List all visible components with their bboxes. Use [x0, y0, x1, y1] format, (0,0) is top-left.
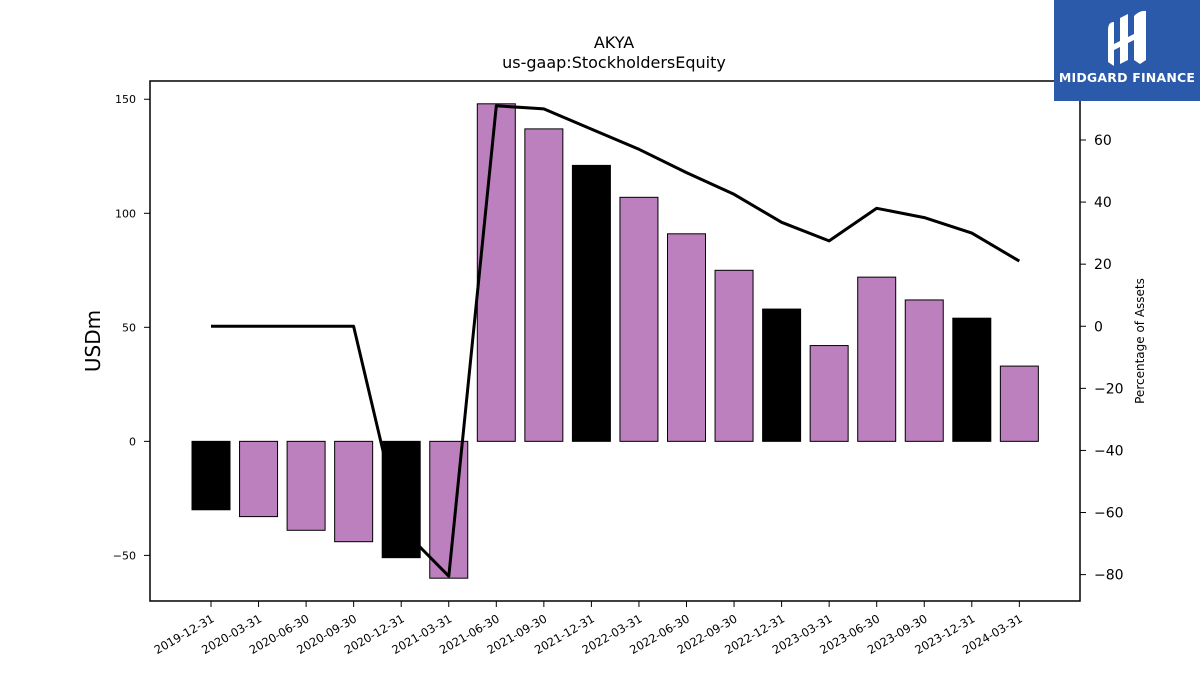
bar-2022-06-30: [667, 233, 706, 442]
y-tick-label: −50: [113, 549, 136, 562]
bar-2020-03-31: [239, 440, 279, 518]
bar-2020-06-30: [286, 440, 326, 531]
bar-2021-09-30: [524, 128, 564, 442]
y-tick-label: 0: [129, 435, 136, 448]
right-axis: −80 −60 −40 −20 0 20 40 60: [1080, 133, 1124, 584]
bar-2020-12-31: [381, 440, 421, 559]
y2-tick-label: 40: [1094, 195, 1112, 211]
bar-2022-03-31: [619, 196, 659, 442]
percentage-of-assets-line: [211, 104, 1021, 578]
x-axis: 2019-12-312020-03-312020-06-302020-09-30…: [152, 601, 1025, 657]
bar-2021-12-31: [571, 164, 611, 442]
y2-tick-label: −60: [1094, 506, 1124, 522]
bar-2022-09-30: [714, 269, 754, 442]
bar-2023-12-31: [952, 317, 992, 442]
bar-2020-09-30: [334, 440, 374, 543]
brand-name: MIDGARD FINANCE: [1058, 70, 1196, 85]
bar-2024-03-31: [999, 365, 1039, 442]
chart-subtitle: us-gaap:StockholdersEquity: [502, 53, 726, 72]
bar-2023-09-30: [904, 299, 944, 442]
bar-2023-06-30: [857, 276, 897, 442]
y2-axis-label: Percentage of Assets: [1133, 278, 1147, 404]
bar-2022-12-31: [762, 308, 802, 442]
midgard-logo-icon: [1108, 10, 1146, 66]
bar-2021-03-31: [429, 440, 469, 579]
y2-tick-label: −20: [1094, 381, 1124, 397]
y-axis-label: USDm: [81, 310, 105, 372]
brand-logo: MIDGARD FINANCE: [1054, 0, 1200, 101]
y2-tick-label: −80: [1094, 568, 1124, 584]
left-axis: −50 0 50 100 150: [113, 93, 150, 562]
y2-tick-label: 20: [1094, 257, 1112, 273]
chart-title: AKYA: [594, 33, 634, 52]
y-tick-label: 100: [115, 207, 136, 220]
bar-group: [191, 103, 1039, 579]
plot-frame: [149, 80, 1081, 602]
bar-2023-03-31: [809, 345, 849, 442]
y-tick-label: 50: [122, 321, 136, 334]
y2-tick-label: 60: [1094, 133, 1112, 149]
bar-2019-12-31: [191, 440, 231, 511]
bar-2021-06-30: [476, 103, 516, 442]
y2-tick-label: 0: [1094, 319, 1103, 335]
y-tick-label: 150: [115, 93, 136, 106]
y2-tick-label: −40: [1094, 443, 1124, 459]
